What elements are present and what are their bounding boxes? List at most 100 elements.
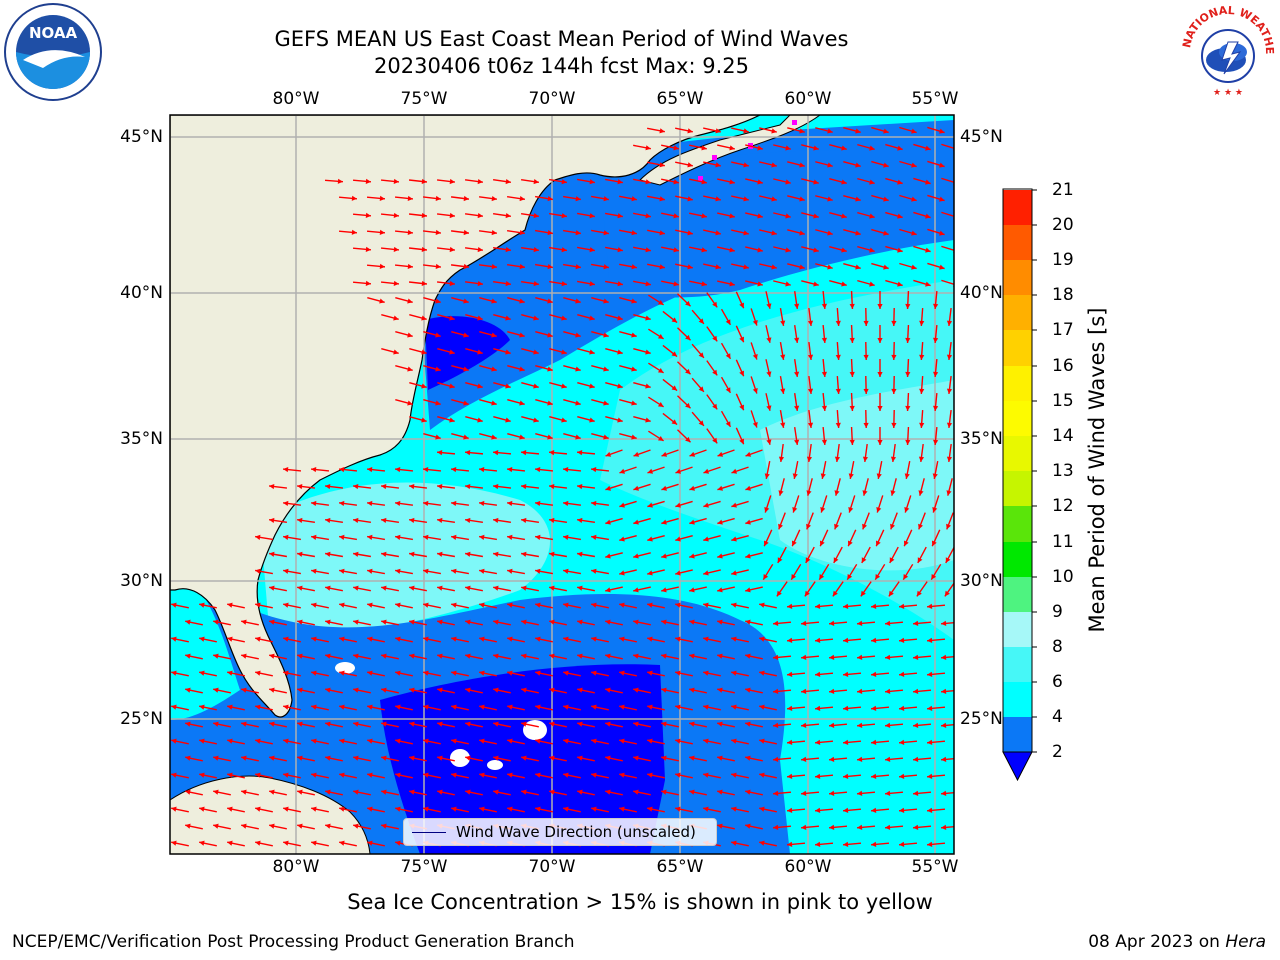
- wave-direction-arrow: [779, 410, 786, 428]
- wave-direction-arrow: [479, 704, 497, 711]
- wave-direction-arrow: [849, 358, 855, 378]
- wave-direction-arrow: [717, 653, 735, 660]
- wave-direction-arrow: [828, 620, 848, 626]
- wave-direction-arrow: [394, 195, 414, 202]
- wave-direction-arrow: [199, 704, 217, 711]
- colorbar-tick-label: 17: [1052, 320, 1074, 340]
- wave-direction-arrow: [801, 178, 819, 185]
- wave-direction-arrow: [507, 806, 525, 813]
- wave-direction-arrow: [759, 704, 777, 711]
- wave-direction-arrow: [367, 636, 385, 643]
- wave-direction-arrow: [507, 432, 525, 440]
- wave-direction-arrow: [856, 688, 876, 694]
- wave-direction-arrow: [283, 568, 301, 575]
- wave-direction-arrow: [675, 195, 693, 202]
- wave-direction-arrow: [451, 670, 469, 677]
- wave-direction-arrow: [773, 212, 791, 219]
- colorbar-tick-label: 19: [1052, 250, 1074, 270]
- wave-direction-arrow: [577, 280, 595, 287]
- wave-direction-arrow: [437, 721, 455, 728]
- svg-text:★ ★ ★: ★ ★ ★: [1213, 88, 1243, 98]
- noaa-logo-text: NOAA: [29, 24, 78, 42]
- wave-direction-arrow: [946, 409, 953, 429]
- colorbar-tick-label: 10: [1052, 567, 1074, 587]
- wave-direction-arrow: [779, 308, 786, 326]
- wave-direction-arrow: [367, 704, 385, 711]
- wave-direction-arrow: [891, 375, 897, 395]
- wave-direction-arrow: [834, 443, 841, 463]
- wave-direction-arrow: [913, 245, 931, 253]
- wave-direction-arrow: [745, 552, 763, 559]
- wave-direction-arrow: [619, 296, 637, 304]
- wave-direction-arrow: [437, 551, 455, 558]
- wave-direction-arrow: [534, 195, 554, 202]
- wave-direction-arrow: [815, 127, 833, 134]
- wave-direction-arrow: [884, 790, 904, 796]
- wave-direction-arrow: [311, 772, 329, 779]
- period-region-south-low: [380, 664, 665, 854]
- wave-direction-arrow: [778, 478, 785, 496]
- wave-direction-arrow: [465, 415, 483, 423]
- wave-direction-arrow: [675, 534, 693, 542]
- wave-direction-arrow: [451, 636, 469, 643]
- wave-direction-arrow: [353, 551, 371, 558]
- footer-credit: NCEP/EMC/Verification Post Processing Pr…: [12, 932, 575, 952]
- wave-direction-arrow: [450, 466, 470, 473]
- wave-direction-arrow: [338, 466, 358, 473]
- wave-direction-arrow: [675, 738, 693, 745]
- wind-wave-direction-arrows: [171, 126, 954, 847]
- wave-direction-arrow: [549, 280, 567, 287]
- wave-direction-arrow: [904, 461, 911, 479]
- wave-direction-arrow: [199, 738, 217, 745]
- wave-direction-arrow: [339, 636, 357, 643]
- wave-direction-arrow: [619, 569, 637, 576]
- wave-direction-arrow: [675, 602, 693, 609]
- wave-direction-arrow: [492, 450, 512, 456]
- wave-direction-arrow: [814, 705, 834, 711]
- wave-direction-arrow: [717, 246, 735, 253]
- wave-direction-arrow: [549, 313, 567, 321]
- wave-direction-arrow: [890, 512, 898, 530]
- wave-direction-arrow: [479, 330, 497, 338]
- wave-direction-arrow: [745, 449, 763, 457]
- wave-direction-arrow: [885, 143, 903, 151]
- wave-direction-arrow: [380, 483, 400, 490]
- wave-direction-arrow: [213, 619, 231, 626]
- wave-direction-arrow: [506, 196, 526, 202]
- wave-direction-arrow: [437, 755, 455, 762]
- wave-direction-arrow: [563, 263, 581, 270]
- wave-direction-arrow: [296, 483, 316, 490]
- wave-direction-arrow: [451, 398, 469, 406]
- wave-direction-arrow: [759, 772, 777, 779]
- wave-direction-arrow: [828, 688, 848, 694]
- wave-direction-arrow: [706, 360, 718, 376]
- wave-direction-arrow: [633, 144, 651, 151]
- wave-direction-arrow: [815, 161, 833, 168]
- wave-direction-arrow: [423, 568, 441, 575]
- wave-direction-arrow: [731, 229, 749, 236]
- wave-direction-arrow: [717, 721, 735, 728]
- wave-direction-arrow: [563, 568, 581, 575]
- wave-direction-arrow: [735, 291, 745, 309]
- wave-direction-arrow: [648, 328, 664, 340]
- wave-direction-arrow: [507, 330, 525, 338]
- wave-direction-arrow: [493, 721, 511, 728]
- wave-direction-arrow: [423, 636, 441, 643]
- wave-direction-arrow: [647, 569, 665, 576]
- wave-direction-arrow: [576, 517, 596, 523]
- wave-direction-arrow: [324, 483, 344, 490]
- wave-direction-arrow: [814, 773, 834, 779]
- colorbar-tick-label: 4: [1052, 707, 1063, 727]
- wave-direction-arrow: [282, 500, 302, 507]
- wave-direction-arrow: [436, 246, 456, 253]
- wave-direction-arrow: [395, 296, 413, 304]
- wave-direction-arrow: [790, 563, 802, 581]
- wave-direction-arrow: [807, 341, 814, 361]
- wave-direction-arrow: [185, 789, 203, 796]
- wave-direction-arrow: [885, 177, 903, 185]
- wave-direction-arrow: [829, 178, 847, 185]
- wave-direction-arrow: [717, 178, 735, 185]
- wave-direction-arrow: [199, 840, 217, 847]
- wave-direction-arrow: [325, 755, 343, 762]
- wave-direction-arrow: [703, 229, 721, 236]
